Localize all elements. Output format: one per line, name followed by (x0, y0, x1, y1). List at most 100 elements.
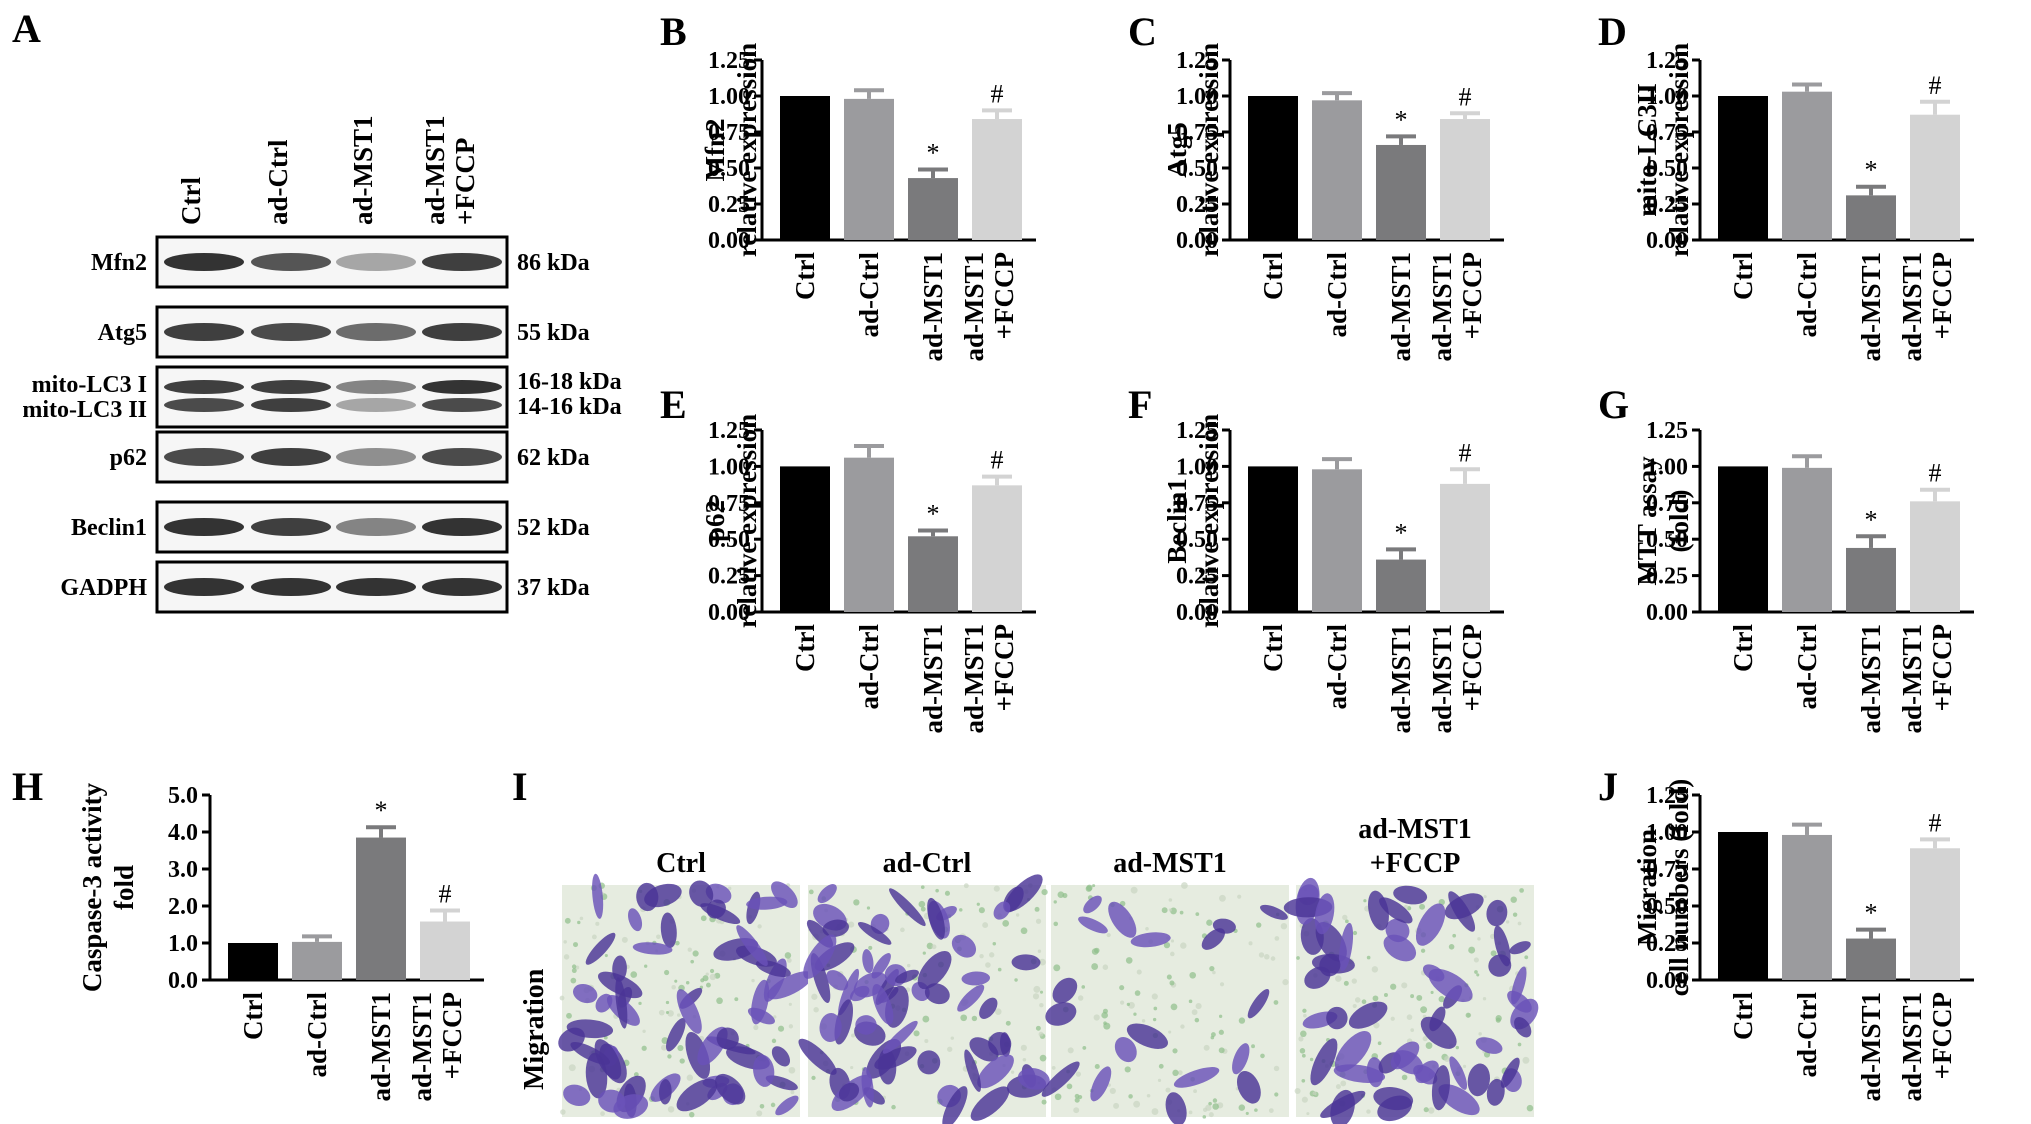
bar (1846, 547, 1896, 612)
y-tick-label: 0.50 (1646, 894, 1688, 920)
y-tick-label: 1.00 (708, 84, 750, 110)
svg-text:ad-MST1: ad-MST1 (1856, 992, 1886, 1102)
y-axis-label: Migration cell numbers (fold) (1632, 779, 1694, 996)
y-tick-label: 0.0 (168, 968, 198, 994)
x-tick-label: ad-MST1+FCCP (959, 624, 1019, 734)
panel-label: H (12, 764, 43, 809)
bar (780, 466, 830, 612)
x-tick-label: ad-Ctrl (854, 624, 884, 710)
y-tick-label: 1.0 (168, 931, 198, 957)
blot-band (422, 323, 502, 341)
bar (1376, 559, 1426, 612)
blot-protein-label: p62 (110, 445, 147, 471)
blot-band (422, 448, 502, 466)
bar (1910, 848, 1960, 980)
blot-band (422, 578, 502, 596)
x-tick-label: ad-Ctrl (854, 252, 884, 338)
x-tick-label: ad-MST1 (1856, 624, 1886, 734)
x-tick-label: Ctrl (1258, 252, 1288, 300)
x-tick-label: ad-Ctrl (1792, 624, 1822, 710)
blot-band (336, 380, 416, 394)
panel-label-a: A (12, 6, 41, 51)
svg-text:relative expression: relative expression (1194, 43, 1224, 257)
panel-label: F (1128, 382, 1152, 427)
svg-text:ad-Ctrl: ad-Ctrl (854, 252, 884, 338)
blot-kda-label: 55 kDa (517, 320, 590, 346)
y-tick-label: 5.0 (168, 783, 198, 809)
svg-text:ad-MST1+FCCP: ad-MST1+FCCP (1427, 624, 1487, 734)
svg-text:Ctrl: Ctrl (1258, 624, 1288, 672)
blot-band (422, 398, 502, 412)
svg-text:MTT assay: MTT assay (1632, 456, 1662, 586)
blot-kda-label: 14-16 kDa (517, 394, 622, 420)
x-tick-label: ad-MST1 (1856, 992, 1886, 1102)
significance-mark: * (1865, 899, 1878, 928)
y-tick-label: 0.25 (1176, 192, 1218, 218)
y-tick-label: 1.25 (1176, 48, 1218, 74)
y-tick-label: 0.50 (1176, 156, 1218, 182)
bar (972, 119, 1022, 240)
bar (780, 96, 830, 240)
x-tick-label: Ctrl (1728, 992, 1758, 1040)
migration-column-label: ad-Ctrl (883, 848, 972, 879)
x-tick-label: Ctrl (790, 252, 820, 300)
bar (1248, 466, 1298, 612)
y-axis-label: mito-LC3II relative expression (1632, 43, 1694, 257)
significance-mark: * (1395, 518, 1408, 547)
panel-label-i: I (512, 764, 528, 809)
bar (1376, 144, 1426, 240)
y-tick-label: 0.75 (1646, 120, 1688, 146)
svg-text:fold: fold (109, 865, 139, 910)
blot-kda-label: 37 kDa (517, 575, 590, 601)
bar (292, 941, 342, 980)
svg-text:ad-MST1+FCCP: ad-MST1+FCCP (420, 115, 480, 225)
bar (1312, 469, 1362, 612)
svg-text:ad-Ctrl: ad-Ctrl (854, 624, 884, 710)
panel-label: G (1598, 382, 1629, 427)
y-tick-label: 3.0 (168, 857, 198, 883)
x-tick-label: ad-MST1 (366, 992, 396, 1102)
blot-band (251, 380, 331, 394)
significance-mark: # (1929, 71, 1942, 100)
significance-mark: * (1865, 505, 1878, 534)
svg-text:ad-MST1+FCCP: ad-MST1+FCCP (407, 992, 467, 1102)
svg-text:ad-Ctrl: ad-Ctrl (1792, 624, 1822, 710)
blot-strip (155, 365, 509, 429)
y-tick-label: 1.25 (1646, 48, 1688, 74)
y-axis-label: MTT assay (fold) (1632, 456, 1694, 586)
svg-text:ad-Ctrl: ad-Ctrl (1322, 624, 1352, 710)
svg-text:(fold): (fold) (1664, 490, 1694, 553)
svg-text:Ctrl: Ctrl (790, 252, 820, 300)
x-tick-label: ad-Ctrl (1792, 252, 1822, 338)
significance-mark: # (1459, 438, 1472, 467)
x-tick-label: ad-MST1+FCCP (1897, 992, 1957, 1102)
blot-row: Atg5 55 kDa (98, 305, 590, 359)
blot-kda-label: 86 kDa (517, 250, 590, 276)
y-tick-label: 0.50 (708, 527, 750, 553)
y-axis-label: Beclin1 relative expression (1162, 414, 1224, 628)
x-tick-label: ad-MST1+FCCP (1897, 624, 1957, 734)
blot-column-label: ad-Ctrl (263, 139, 293, 225)
svg-text:p62: p62 (700, 500, 730, 542)
x-tick-label: ad-MST1+FCCP (1427, 252, 1487, 362)
bar (1248, 96, 1298, 240)
y-tick-label: 0.75 (1646, 491, 1688, 517)
y-tick-label: 0.00 (1646, 600, 1688, 626)
blot-row: Beclin1 52 kDa (71, 500, 590, 554)
bar (1718, 96, 1768, 240)
significance-mark: # (439, 879, 452, 908)
panel-label: C (1128, 9, 1157, 54)
y-tick-label: 1.25 (708, 418, 750, 444)
x-tick-label: ad-MST1 (918, 624, 948, 734)
svg-text:ad-Ctrl: ad-Ctrl (302, 992, 332, 1078)
y-tick-label: 1.00 (1176, 84, 1218, 110)
svg-text:ad-MST1: ad-MST1 (1856, 252, 1886, 362)
y-tick-label: 0.75 (1176, 491, 1218, 517)
